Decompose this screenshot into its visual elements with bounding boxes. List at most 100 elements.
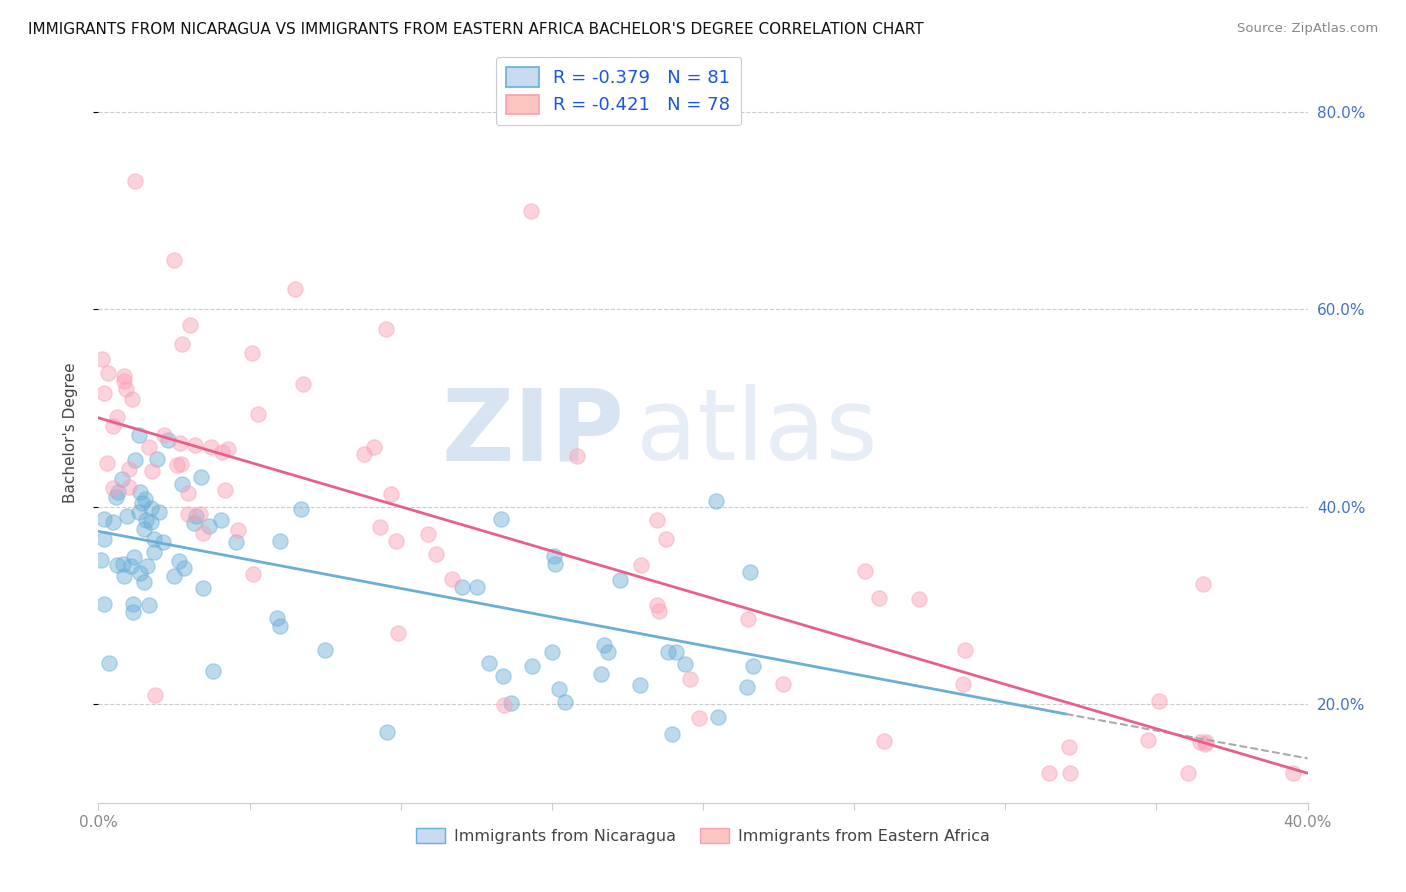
- Point: [141, 464, 163, 478]
- Point: [93, 597, 115, 611]
- Point: [1189, 735, 1212, 749]
- Point: [269, 619, 291, 633]
- Point: [169, 435, 191, 450]
- Point: [201, 664, 224, 678]
- Point: [128, 506, 150, 520]
- Point: [122, 605, 145, 619]
- Point: [591, 667, 613, 681]
- Point: [148, 505, 170, 519]
- Point: [214, 483, 236, 497]
- Point: [596, 645, 619, 659]
- Point: [105, 410, 128, 425]
- Text: atlas: atlas: [637, 384, 879, 481]
- Point: [363, 440, 385, 454]
- Point: [661, 727, 683, 741]
- Point: [152, 534, 174, 549]
- Point: [191, 526, 214, 541]
- Point: [679, 672, 702, 686]
- Point: [91, 352, 114, 367]
- Point: [908, 592, 931, 607]
- Point: [177, 507, 200, 521]
- Point: [134, 491, 156, 506]
- Point: [163, 252, 186, 267]
- Point: [269, 534, 291, 549]
- Point: [132, 575, 155, 590]
- Point: [370, 520, 392, 534]
- Point: [384, 533, 406, 548]
- Point: [217, 442, 239, 457]
- Point: [112, 569, 135, 583]
- Point: [1149, 694, 1171, 708]
- Point: [177, 486, 200, 500]
- Point: [118, 461, 141, 475]
- Point: [105, 558, 128, 572]
- Point: [188, 507, 211, 521]
- Point: [136, 558, 159, 573]
- Point: [156, 434, 179, 448]
- Point: [688, 711, 710, 725]
- Point: [98, 657, 121, 671]
- Point: [90, 552, 112, 566]
- Point: [554, 695, 576, 709]
- Point: [139, 515, 162, 529]
- Point: [416, 527, 439, 541]
- Point: [772, 677, 794, 691]
- Point: [96, 457, 118, 471]
- Point: [387, 626, 409, 640]
- Point: [120, 559, 142, 574]
- Point: [706, 709, 728, 723]
- Point: [1192, 577, 1215, 591]
- Point: [741, 659, 763, 673]
- Point: [647, 604, 669, 618]
- Point: [193, 581, 215, 595]
- Point: [172, 336, 194, 351]
- Point: [630, 558, 652, 573]
- Point: [1194, 737, 1216, 751]
- Point: [543, 557, 565, 571]
- Point: [170, 477, 193, 491]
- Point: [184, 508, 207, 523]
- Point: [489, 512, 512, 526]
- Point: [519, 203, 541, 218]
- Point: [101, 482, 124, 496]
- Point: [647, 513, 669, 527]
- Point: [628, 678, 651, 692]
- Point: [129, 566, 152, 580]
- Point: [593, 638, 616, 652]
- Point: [548, 681, 571, 696]
- Point: [122, 549, 145, 564]
- Point: [135, 513, 157, 527]
- Point: [124, 174, 146, 188]
- Point: [543, 549, 565, 564]
- Point: [138, 440, 160, 454]
- Point: [1038, 766, 1060, 780]
- Point: [143, 689, 166, 703]
- Point: [93, 386, 115, 401]
- Point: [375, 725, 398, 739]
- Point: [673, 657, 696, 671]
- Point: [183, 516, 205, 531]
- Point: [266, 611, 288, 625]
- Point: [737, 612, 759, 626]
- Point: [374, 322, 396, 336]
- Point: [101, 419, 124, 434]
- Point: [541, 644, 564, 658]
- Point: [491, 669, 513, 683]
- Point: [655, 533, 678, 547]
- Point: [152, 427, 174, 442]
- Point: [450, 580, 472, 594]
- Point: [184, 438, 207, 452]
- Y-axis label: Bachelor's Degree: Bachelor's Degree: [63, 362, 77, 503]
- Point: [853, 564, 876, 578]
- Point: [111, 472, 134, 486]
- Point: [166, 458, 188, 472]
- Point: [478, 656, 501, 670]
- Point: [103, 516, 125, 530]
- Point: [425, 547, 447, 561]
- Point: [314, 642, 336, 657]
- Point: [522, 658, 544, 673]
- Point: [169, 457, 191, 471]
- Point: [226, 523, 249, 537]
- Point: [146, 452, 169, 467]
- Point: [952, 677, 974, 691]
